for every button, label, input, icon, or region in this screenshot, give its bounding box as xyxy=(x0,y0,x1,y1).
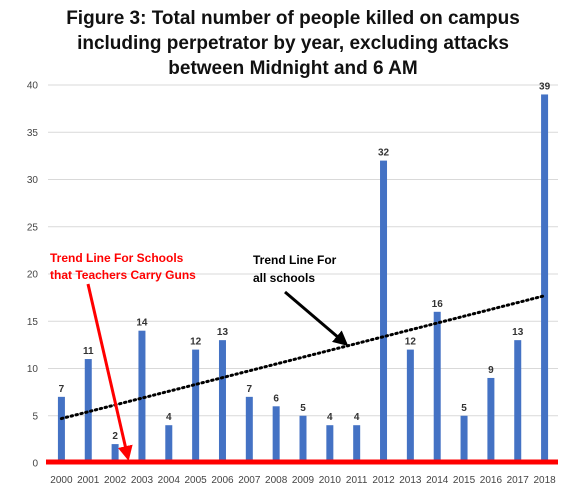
x-tick-label: 2004 xyxy=(158,475,181,486)
bar xyxy=(111,444,119,463)
x-tick-label: 2012 xyxy=(372,475,395,486)
data-label: 6 xyxy=(273,393,279,404)
annotation-teachers-line-2: that Teachers Carry Guns xyxy=(50,268,196,282)
trend-line-all-schools xyxy=(59,294,547,421)
bar xyxy=(541,94,549,463)
annotation-all-line-2: all schools xyxy=(253,271,315,285)
annotation-arrow-teachers xyxy=(86,283,133,461)
x-tick-label: 2002 xyxy=(104,475,127,486)
x-axis: 2000 2001 2002 2003 2004 2005 2006 2007 2008 2009… xyxy=(50,475,556,486)
x-tick-label: 2014 xyxy=(426,475,449,486)
y-tick-label: 15 xyxy=(27,317,39,328)
x-tick-label: 2016 xyxy=(480,475,503,486)
data-label: 5 xyxy=(300,403,306,414)
annotation-arrow-all xyxy=(284,290,349,346)
annotation-teachers-line-1: Trend Line For Schools xyxy=(50,251,184,265)
data-labels: 7 11 2 14 4 12 13 7 6 5 4 4 32 12 16 5 9 13 39 xyxy=(59,81,551,442)
y-tick-label: 40 xyxy=(27,81,39,92)
bar xyxy=(299,415,307,463)
data-label: 39 xyxy=(539,81,551,92)
y-tick-label: 20 xyxy=(27,270,39,281)
bar xyxy=(487,377,495,463)
bar xyxy=(460,415,468,463)
chart-title: Figure 3: Total number of people killed … xyxy=(0,6,586,81)
data-label: 4 xyxy=(327,412,333,423)
bar xyxy=(192,349,200,463)
x-tick-label: 2001 xyxy=(77,475,100,486)
y-tick-label: 30 xyxy=(27,175,39,186)
annotation-all-line-1: Trend Line For xyxy=(253,253,337,267)
bar xyxy=(380,160,388,463)
x-tick-label: 2000 xyxy=(50,475,73,486)
bar xyxy=(433,311,441,463)
data-label: 12 xyxy=(405,337,417,348)
y-tick-label: 5 xyxy=(32,411,38,422)
data-label: 4 xyxy=(166,412,172,423)
data-label: 5 xyxy=(461,403,467,414)
x-tick-label: 2005 xyxy=(185,475,208,486)
bar xyxy=(218,340,226,463)
x-tick-label: 2013 xyxy=(399,475,422,486)
x-tick-label: 2006 xyxy=(211,475,234,486)
x-tick-label: 2017 xyxy=(507,475,530,486)
bars xyxy=(57,94,549,463)
y-tick-label: 0 xyxy=(32,459,38,470)
title-line-3: between Midnight and 6 AM xyxy=(168,58,418,79)
data-label: 9 xyxy=(488,365,494,376)
x-tick-label: 2003 xyxy=(131,475,154,486)
x-tick-label: 2009 xyxy=(292,475,315,486)
x-tick-label: 2008 xyxy=(265,475,288,486)
bar xyxy=(272,406,280,463)
bar xyxy=(326,425,334,463)
y-axis: 0 5 10 15 20 25 30 35 40 xyxy=(27,81,39,470)
data-label: 16 xyxy=(432,299,444,310)
bar xyxy=(57,396,65,463)
y-tick-label: 35 xyxy=(27,128,39,139)
bar xyxy=(165,425,173,463)
data-label: 11 xyxy=(83,346,94,357)
data-label: 4 xyxy=(354,412,360,423)
data-label: 13 xyxy=(512,327,524,338)
trend-lines xyxy=(46,294,558,465)
y-tick-label: 25 xyxy=(27,222,39,233)
bar xyxy=(406,349,414,463)
x-tick-label: 2015 xyxy=(453,475,476,486)
y-tick-label: 10 xyxy=(27,364,39,375)
bar xyxy=(84,359,92,463)
data-label: 7 xyxy=(59,384,65,395)
bar xyxy=(245,396,253,463)
annotations: Trend Line For Schools that Teachers Car… xyxy=(50,251,349,461)
data-label: 2 xyxy=(112,431,118,442)
x-tick-label: 2010 xyxy=(319,475,342,486)
data-label: 7 xyxy=(247,384,253,395)
x-tick-label: 2011 xyxy=(346,475,368,486)
bar xyxy=(353,425,361,463)
bar xyxy=(138,330,146,463)
title-line-2: including perpetrator by year, excluding… xyxy=(77,33,509,54)
x-tick-label: 2018 xyxy=(533,475,556,486)
data-label: 14 xyxy=(136,318,148,329)
data-label: 32 xyxy=(378,148,390,159)
data-label: 12 xyxy=(190,337,202,348)
bar xyxy=(514,340,522,463)
title-line-1: Figure 3: Total number of people killed … xyxy=(66,8,520,29)
data-label: 13 xyxy=(217,327,229,338)
x-tick-label: 2007 xyxy=(238,475,261,486)
